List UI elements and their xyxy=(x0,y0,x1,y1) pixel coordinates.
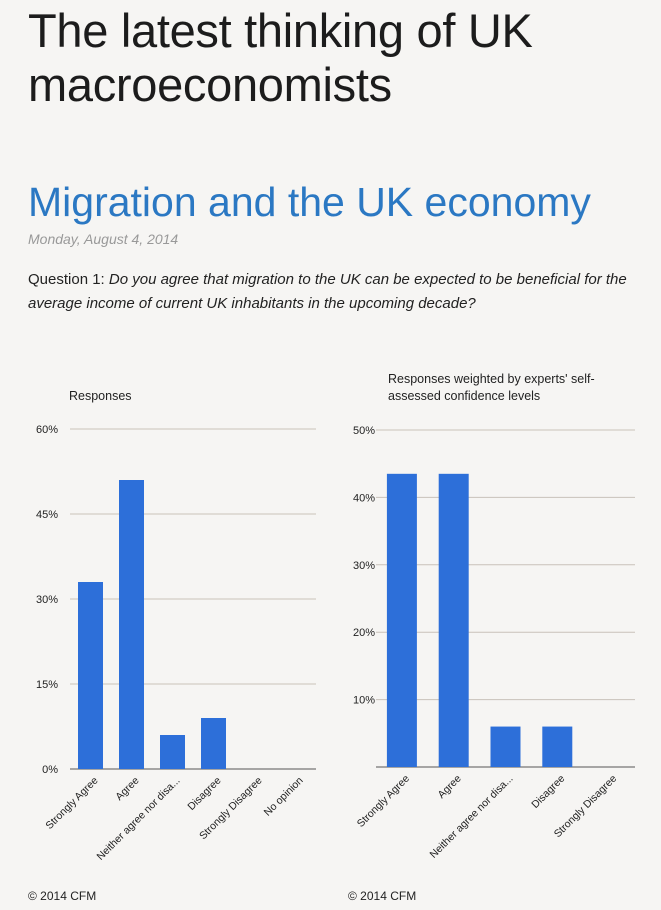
y-tick-label: 0% xyxy=(42,764,58,776)
chart-title: Responses weighted by experts' self-asse… xyxy=(388,372,595,403)
x-category-label: No opinion xyxy=(262,775,306,819)
y-tick-label: 10% xyxy=(353,695,375,707)
bar[interactable] xyxy=(386,473,417,767)
x-category-label: Disagree xyxy=(529,773,567,811)
y-tick-label: 30% xyxy=(353,560,375,572)
x-category-label: Disagree xyxy=(185,775,223,813)
page-title: The latest thinking of UK macroeconomist… xyxy=(28,4,533,111)
y-tick-label: 45% xyxy=(36,509,58,521)
bar[interactable] xyxy=(490,726,521,767)
bar[interactable] xyxy=(78,582,103,769)
copyright: © 2014 CFM xyxy=(348,889,417,903)
chart-title: Responses xyxy=(69,389,132,403)
weighted-responses-chart: Responses weighted by experts' self-asse… xyxy=(330,360,661,910)
x-category-label: Strongly Agree xyxy=(43,775,100,832)
x-category-label: Agree xyxy=(436,773,464,801)
bar[interactable] xyxy=(119,480,144,769)
question-prefix: Question 1: xyxy=(28,271,109,288)
x-category-label: Neither agree nor disa... xyxy=(94,775,182,863)
bar[interactable] xyxy=(201,718,226,769)
y-tick-label: 30% xyxy=(36,594,58,606)
bar[interactable] xyxy=(160,735,185,769)
y-tick-label: 50% xyxy=(353,425,375,437)
x-category-label: Strongly Agree xyxy=(355,773,412,830)
bar[interactable] xyxy=(542,726,573,767)
x-category-label: Agree xyxy=(113,775,141,803)
y-tick-label: 40% xyxy=(353,492,375,504)
responses-chart: Responses 0% 15% 30% 45% 60% Strongly Agree Ag… xyxy=(0,360,320,910)
post-date: Monday, August 4, 2014 xyxy=(28,231,179,247)
bar[interactable] xyxy=(438,473,469,767)
weighted-responses-chart-svg: 10% 20% 30% 40% 50% Strongly Agree AgreeNeithe… xyxy=(353,425,635,861)
post-title[interactable]: Migration and the UK economy xyxy=(28,179,591,225)
y-tick-label: 20% xyxy=(353,627,375,639)
responses-chart-svg: 0% 15% 30% 45% 60% Strongly Agree AgreeNeither… xyxy=(36,424,316,863)
question: Question 1: Do you agree that migration … xyxy=(28,268,653,316)
x-category-label: Neither agree nor disa... xyxy=(427,773,515,861)
copyright: © 2014 CFM xyxy=(28,889,97,903)
question-text: Do you agree that migration to the UK ca… xyxy=(28,271,627,312)
y-tick-label: 15% xyxy=(36,679,58,691)
y-tick-label: 60% xyxy=(36,424,58,436)
